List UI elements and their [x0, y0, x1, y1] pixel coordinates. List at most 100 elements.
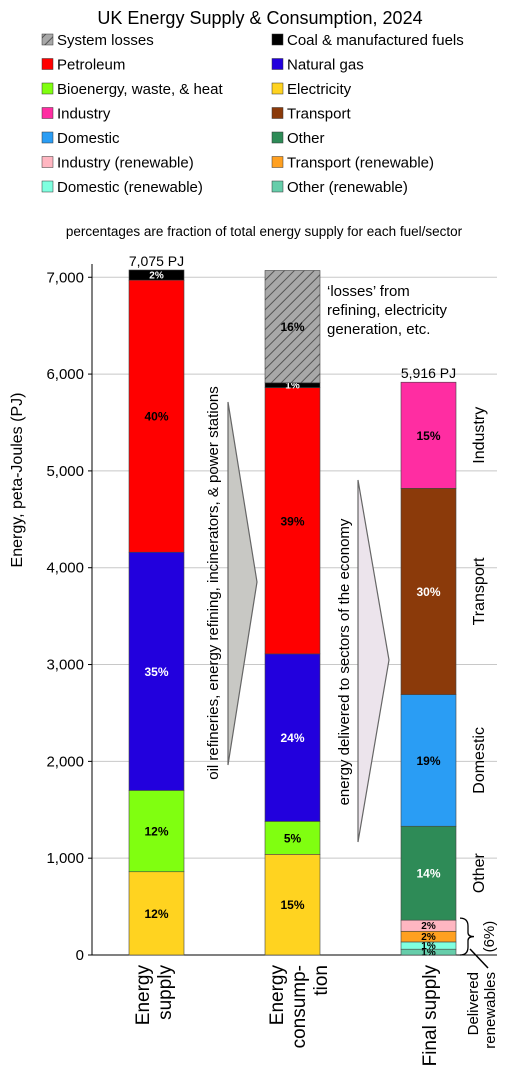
segment-label-2-other: 14%	[416, 867, 440, 881]
bar-segment-2-domestic	[400, 694, 457, 827]
segment-label-0-gas: 35%	[144, 665, 168, 679]
category-label-1-line3: tion	[311, 965, 332, 996]
legend-swatch-transport	[271, 107, 284, 119]
segment-label-2-transport: 30%	[416, 585, 440, 599]
legend-swatch-industry_r	[41, 156, 54, 168]
legend-swatch-elec	[271, 82, 284, 95]
segment-label-0-elec: 12%	[144, 907, 168, 921]
y-tick-label: 4,000	[46, 560, 84, 577]
segment-label-2-other_r: 1%	[421, 948, 436, 959]
legend-swatch-domestic	[41, 131, 54, 144]
bar-segment-2-other	[400, 825, 457, 921]
category-label-1-line1: Energy	[267, 965, 288, 1026]
y-tick-label: 2,000	[46, 753, 84, 770]
bar-segment-1-gas	[264, 653, 321, 822]
y-axis-label: Energy, peta-Joules (PJ)	[9, 393, 26, 568]
legend-label-industry: Industry	[57, 106, 111, 123]
legend-swatch-transport_r	[271, 156, 284, 168]
y-tick-label: 5,000	[46, 463, 84, 480]
segment-label-2-industry: 15%	[416, 429, 440, 443]
legend-swatch-bio	[41, 82, 54, 95]
legend-swatch-coal	[271, 33, 284, 46]
legend-swatch-other_r	[271, 180, 284, 193]
legend-label-industry_r: Industry (renewable)	[57, 155, 194, 172]
flow-arrows: oil refineries, energy refining, inciner…	[205, 386, 390, 843]
sector-label-0: Industry	[471, 407, 488, 464]
bar-segment-0-gas	[128, 551, 185, 791]
legend-label-domestic_r: Domestic (renewable)	[57, 179, 203, 196]
y-tick-label: 7,000	[46, 269, 84, 286]
bars: 12% 12% 35% 40% 2% 7,075 PJ 15% 5% 24% 39% 1% 16% 1%…	[128, 253, 457, 959]
bar-segment-2-industry	[400, 381, 457, 489]
flow-arrow-1	[227, 401, 258, 766]
category-label-2-line1: Final supply	[420, 965, 441, 1067]
sector-label-1: Transport	[471, 557, 488, 625]
segment-label-2-transport_r: 2%	[421, 932, 436, 943]
legend-label-other: Other	[287, 130, 325, 147]
y-tick-label: 6,000	[46, 366, 84, 383]
flow-arrow-1-label: oil refineries, energy refining, inciner…	[205, 386, 222, 780]
losses-note-line: ‘losses’ from	[327, 283, 410, 300]
losses-note-line: refining, electricity	[327, 302, 448, 319]
flow-arrow-2-label: energy delivered to sectors of the econo…	[336, 518, 353, 805]
y-tick-label: 3,000	[46, 657, 84, 674]
bar-segment-1-losses	[264, 270, 321, 384]
legend-swatch-domestic_r	[41, 180, 54, 193]
segment-label-1-elec: 15%	[280, 898, 304, 912]
flow-arrow-2	[357, 479, 390, 843]
renewables-pointer	[469, 948, 489, 969]
bar-segment-1-petroleum	[264, 387, 321, 655]
legend-swatch-petroleum	[41, 58, 54, 70]
category-label-0-line1: Energy	[133, 965, 154, 1026]
annotations: ‘losses’ from refining, electricity genera…	[327, 283, 498, 969]
bar-segment-0-bio	[128, 790, 185, 873]
renewables-share-label: (6%)	[481, 921, 498, 953]
segment-label-2-domestic: 19%	[416, 754, 440, 768]
legend-label-other_r: Other (renewable)	[287, 179, 408, 196]
segment-label-0-coal: 2%	[149, 271, 164, 282]
segment-label-2-industry_r: 2%	[421, 921, 436, 932]
bar-total-0: 7,075 PJ	[129, 253, 184, 269]
bar-segment-2-transport	[400, 488, 457, 695]
segment-label-0-bio: 12%	[144, 825, 168, 839]
bar-segment-0-petroleum	[128, 279, 185, 553]
legend-label-petroleum: Petroleum	[57, 57, 125, 74]
legend-label-domestic: Domestic	[57, 130, 120, 147]
chart-title: UK Energy Supply & Consumption, 2024	[97, 8, 422, 28]
legend-label-gas: Natural gas	[287, 57, 364, 74]
legend-label-losses: System losses	[57, 32, 154, 49]
segment-label-1-coal: 1%	[285, 381, 300, 392]
y-tick-label: 0	[76, 947, 84, 964]
segment-label-0-petroleum: 40%	[144, 410, 168, 424]
sector-label-3: Other	[471, 853, 488, 894]
renewables-brace	[459, 917, 475, 956]
segment-label-1-petroleum: 39%	[280, 514, 304, 528]
segment-label-2-domestic_r: 1%	[421, 941, 436, 952]
legend-label-transport: Transport	[287, 106, 351, 123]
y-axis: 0 1,000 2,000 3,000 4,000 5,000 6,000 7,000	[46, 264, 497, 964]
legend-label-elec: Electricity	[287, 81, 352, 98]
legend-swatch-industry	[41, 107, 54, 119]
legend: System losses Coal & manufactured fuels Pe…	[41, 32, 464, 196]
segment-label-1-losses: 16%	[280, 320, 304, 334]
legend-label-transport_r: Transport (renewable)	[287, 155, 434, 172]
legend-swatch-other	[271, 131, 284, 144]
bar-segment-0-elec	[128, 871, 185, 956]
category-label-0-line2: supply	[155, 965, 176, 1020]
sector-label-2: Domestic	[471, 727, 488, 794]
losses-note-line: generation, etc.	[327, 321, 430, 338]
legend-label-coal: Coal & manufactured fuels	[287, 32, 464, 49]
segment-label-1-gas: 24%	[280, 731, 304, 745]
category-label-3-line2: renewables	[482, 972, 499, 1049]
segment-label-1-bio: 5%	[284, 831, 302, 845]
legend-swatch-gas	[271, 58, 284, 70]
category-label-3-line1: Delivered	[465, 972, 482, 1035]
category-labels: Energy supply Energy consump-tion Final supp…	[133, 965, 499, 1067]
legend-swatch-losses	[41, 33, 54, 46]
category-label-1-line2: consump-	[289, 965, 310, 1048]
bar-segment-1-bio	[264, 821, 321, 855]
chart-subtitle: percentages are fraction of total energy…	[66, 224, 463, 239]
bar-total-2: 5,916 PJ	[401, 365, 456, 381]
legend-label-bio: Bioenergy, waste, & heat	[57, 81, 223, 98]
